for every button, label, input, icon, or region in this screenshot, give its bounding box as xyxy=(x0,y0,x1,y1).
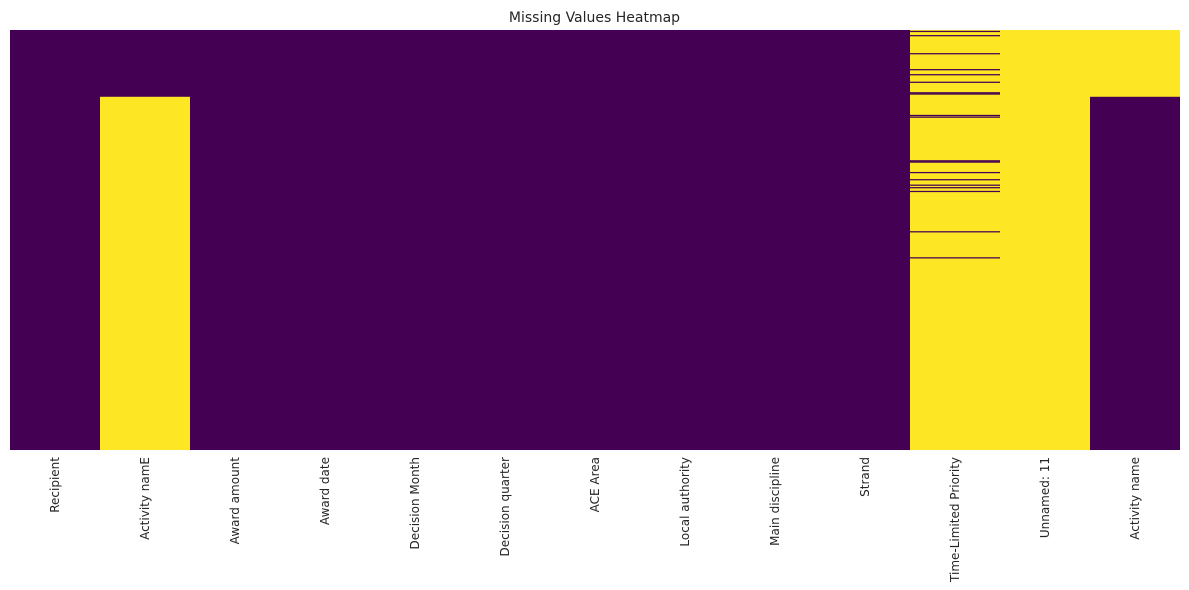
present-line-10-16 xyxy=(910,190,1000,193)
present-line-10-14 xyxy=(910,184,1000,186)
heatmap-column-2 xyxy=(190,30,280,450)
heatmap-cells xyxy=(10,30,1180,450)
heatmap-column-3 xyxy=(280,30,370,450)
heatmap-column-9 xyxy=(820,30,910,450)
present-line-10-0 xyxy=(910,30,1000,33)
missing-band-1-0 xyxy=(100,96,190,450)
present-line-10-17 xyxy=(910,231,1000,233)
present-line-10-4 xyxy=(910,74,1000,76)
present-line-10-3 xyxy=(910,69,1000,71)
heatmap-column-6 xyxy=(550,30,640,450)
missing-band-10-0 xyxy=(910,30,1000,450)
present-line-10-7 xyxy=(910,93,1000,95)
heatmap-column-12 xyxy=(1090,30,1180,450)
present-line-10-2 xyxy=(910,53,1000,55)
present-line-10-8 xyxy=(910,114,1000,117)
missing-band-12-0 xyxy=(1090,30,1180,97)
missing-band-11-0 xyxy=(1000,30,1090,450)
present-line-10-18 xyxy=(910,257,1000,259)
heatmap-column-0 xyxy=(10,30,100,450)
present-line-10-11 xyxy=(910,161,1000,163)
x-axis-ticks: Recipient Activity namE Award amount Award … xyxy=(48,457,1142,583)
present-line-10-10 xyxy=(910,160,1000,162)
present-line-10-6 xyxy=(910,92,1000,94)
x-tick-label-0: Recipient xyxy=(48,457,62,513)
present-line-10-1 xyxy=(910,35,1000,37)
x-tick-label-10: Time-Limited Priority xyxy=(948,457,962,583)
chart-title: Missing Values Heatmap xyxy=(509,10,680,26)
x-tick-label-11: Unnamed: 11 xyxy=(1038,457,1052,538)
x-tick-label-7: Local authority xyxy=(678,457,692,547)
heatmap-column-5 xyxy=(460,30,550,450)
x-tick-label-2: Award amount xyxy=(228,457,242,545)
x-tick-label-4: Decision Month xyxy=(408,457,422,550)
present-line-10-13 xyxy=(910,179,1000,181)
heatmap-column-8 xyxy=(730,30,820,450)
x-tick-label-5: Decision quarter xyxy=(498,457,512,557)
present-line-10-9 xyxy=(910,116,1000,118)
x-tick-label-9: Strand xyxy=(858,457,872,497)
x-tick-label-1: Activity namE xyxy=(138,457,152,540)
present-line-10-15 xyxy=(910,187,1000,189)
x-tick-label-12: Activity name xyxy=(1128,457,1142,540)
heatmap-column-4 xyxy=(370,30,460,450)
present-line-10-5 xyxy=(910,81,1000,83)
x-tick-label-8: Main discipline xyxy=(768,457,782,546)
x-tick-label-3: Award date xyxy=(318,457,332,525)
present-line-10-12 xyxy=(910,171,1000,174)
heatmap-column-7 xyxy=(640,30,730,450)
x-tick-label-6: ACE Area xyxy=(588,457,602,512)
